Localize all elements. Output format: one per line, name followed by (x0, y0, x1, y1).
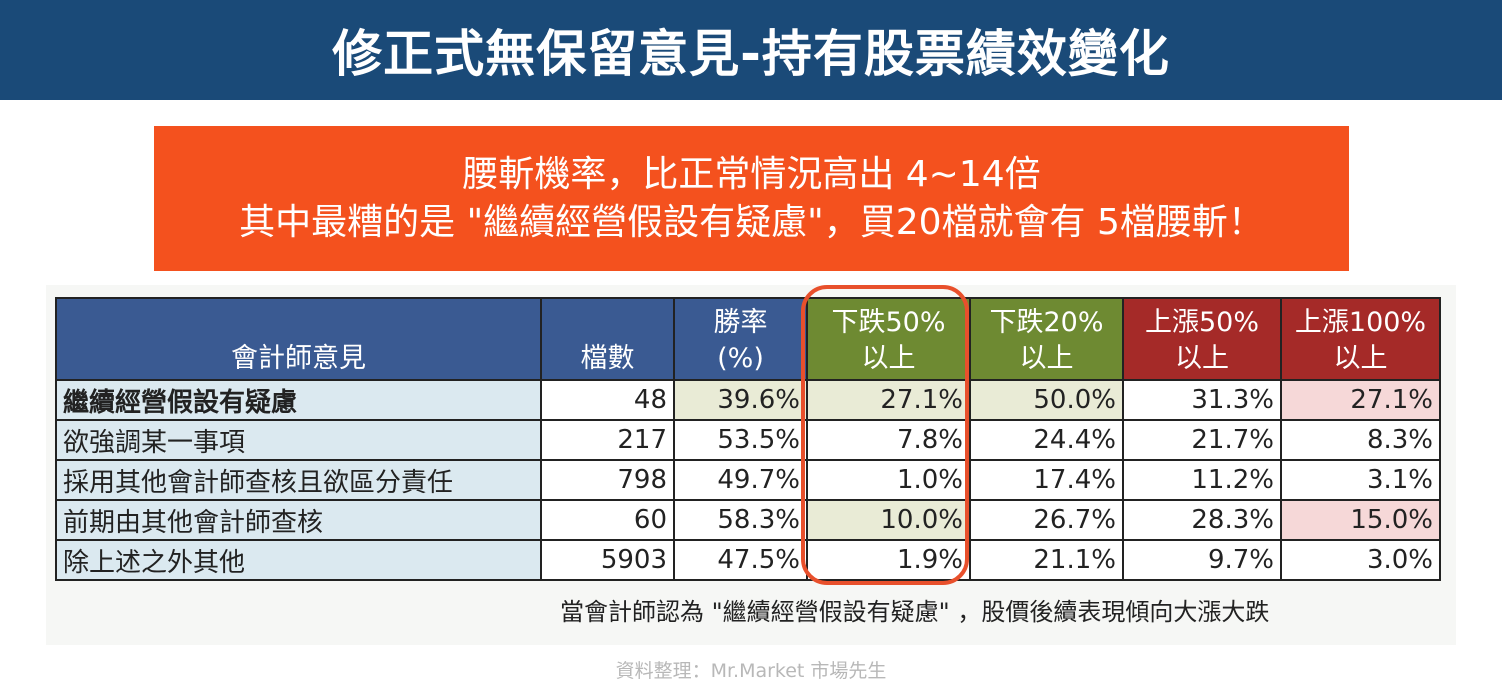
cell-rise100: 3.1% (1280, 459, 1441, 501)
row-label: 採用其他會計師查核且欲區分責任 (55, 459, 542, 501)
row-label: 前期由其他會計師查核 (55, 499, 542, 541)
cell-count: 48 (540, 379, 675, 421)
cell-rise100: 15.0% (1280, 499, 1441, 541)
header-count: 檔數 (540, 297, 675, 381)
cell-win-rate: 39.6% (673, 379, 808, 421)
header-rise50: 上漲50% 以上 (1122, 297, 1282, 381)
cell-rise100: 8.3% (1280, 419, 1441, 461)
performance-table: 會計師意見 檔數 勝率 (%) 下跌50% 以上 下跌20% 以上 上漲50% 以上 上… (55, 297, 1441, 581)
table-row: 採用其他會計師查核且欲區分責任 798 49.7% 1.0% 17.4% 11.… (55, 459, 1441, 501)
table-row: 繼續經營假設有疑慮 48 39.6% 27.1% 50.0% 31.3% 27.… (55, 379, 1441, 421)
header-drop50: 下跌50% 以上 (806, 297, 971, 381)
cell-rise100: 27.1% (1280, 379, 1441, 421)
cell-rise50: 28.3% (1122, 499, 1282, 541)
source-credit: 資料整理：Mr.Market 市場先生 (615, 660, 887, 682)
cell-rise50: 21.7% (1122, 419, 1282, 461)
cell-win-rate: 58.3% (673, 499, 808, 541)
header-drop20: 下跌20% 以上 (969, 297, 1124, 381)
table-row: 除上述之外其他 5903 47.5% 1.9% 21.1% 9.7% 3.0% (55, 539, 1441, 581)
cell-drop20: 26.7% (969, 499, 1124, 541)
table-note: 當會計師認為 "繼續經營假設有疑慮" ，股價後續表現傾向大漲大跌 (560, 598, 1270, 626)
cell-drop50: 1.9% (806, 539, 971, 581)
header-win-rate: 勝率 (%) (673, 297, 808, 381)
cell-drop20: 21.1% (969, 539, 1124, 581)
cell-rise50: 11.2% (1122, 459, 1282, 501)
callout-banner: 腰斬機率，比正常情況高出 4~14倍 其中最糟的是 "繼續經營假設有疑慮"，買2… (154, 126, 1349, 271)
header-opinion: 會計師意見 (55, 297, 542, 381)
cell-count: 217 (540, 419, 675, 461)
table-row: 欲強調某一事項 217 53.5% 7.8% 24.4% 21.7% 8.3% (55, 419, 1441, 461)
row-label: 欲強調某一事項 (55, 419, 542, 461)
banner-line-1: 腰斬機率，比正常情況高出 4~14倍 (462, 153, 1041, 195)
header-rise100: 上漲100% 以上 (1280, 297, 1441, 381)
banner-line-2: 其中最糟的是 "繼續經營假設有疑慮"，買20檔就會有 5檔腰斬！ (239, 201, 1264, 243)
cell-win-rate: 53.5% (673, 419, 808, 461)
cell-drop50: 27.1% (806, 379, 971, 421)
cell-drop20: 17.4% (969, 459, 1124, 501)
table-panel: 會計師意見 檔數 勝率 (%) 下跌50% 以上 下跌20% 以上 上漲50% 以上 上… (46, 285, 1456, 645)
table-row: 前期由其他會計師查核 60 58.3% 10.0% 26.7% 28.3% 15… (55, 499, 1441, 541)
cell-win-rate: 49.7% (673, 459, 808, 501)
cell-drop20: 24.4% (969, 419, 1124, 461)
page-title: 修正式無保留意見-持有股票績效變化 (332, 25, 1170, 83)
cell-rise100: 3.0% (1280, 539, 1441, 581)
cell-count: 60 (540, 499, 675, 541)
cell-win-rate: 47.5% (673, 539, 808, 581)
cell-drop50: 10.0% (806, 499, 971, 541)
row-label: 繼續經營假設有疑慮 (55, 379, 542, 421)
cell-rise50: 9.7% (1122, 539, 1282, 581)
table-header-row: 會計師意見 檔數 勝率 (%) 下跌50% 以上 下跌20% 以上 上漲50% 以上 上… (55, 297, 1441, 381)
cell-drop50: 1.0% (806, 459, 971, 501)
title-bar: 修正式無保留意見-持有股票績效變化 (0, 0, 1502, 100)
cell-drop20: 50.0% (969, 379, 1124, 421)
cell-count: 798 (540, 459, 675, 501)
row-label: 除上述之外其他 (55, 539, 542, 581)
cell-drop50: 7.8% (806, 419, 971, 461)
cell-count: 5903 (540, 539, 675, 581)
cell-rise50: 31.3% (1122, 379, 1282, 421)
